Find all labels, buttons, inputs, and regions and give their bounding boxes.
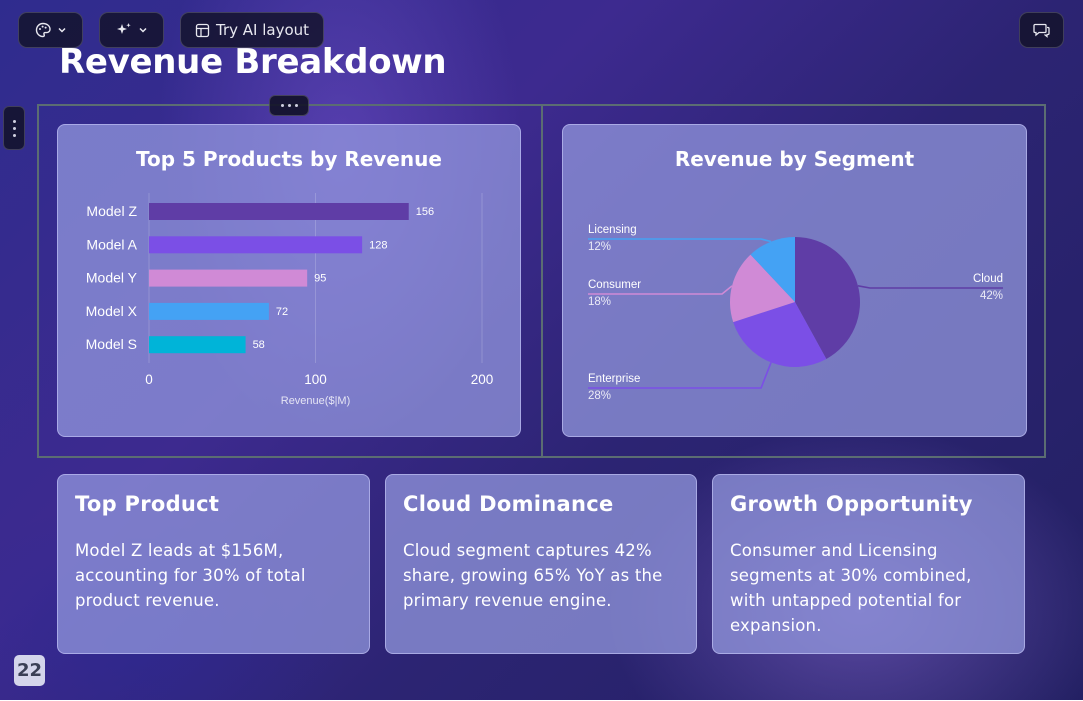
chevron-down-icon — [57, 25, 67, 35]
insight-title: Cloud Dominance — [403, 492, 614, 516]
x-axis-label: Revenue($|M) — [281, 395, 351, 407]
insight-card-growth-opportunity[interactable]: Growth Opportunity Consumer and Licensin… — [712, 474, 1025, 654]
insight-body: Model Z leads at $156M, accounting for 3… — [75, 541, 306, 610]
insight-body: Cloud segment captures 42% share, growin… — [403, 541, 663, 610]
slice-label: Cloud — [973, 273, 1003, 285]
insight-title: Top Product — [75, 492, 220, 516]
bar-chart-title: Top 5 Products by Revenue — [136, 147, 442, 171]
bar-chart-card[interactable]: Top 5 Products by Revenue 0 100 200 Model Z… — [57, 124, 521, 437]
category-label: Model S — [86, 336, 137, 352]
comment-icon — [1033, 22, 1050, 38]
leader-line — [857, 285, 1003, 289]
sparkle-icon — [116, 22, 132, 38]
bar-model-s — [149, 336, 246, 354]
try-ai-layout-label: Try AI layout — [215, 21, 310, 39]
category-label: Model Y — [86, 270, 138, 286]
value-label: 128 — [369, 239, 387, 251]
slice-percent-label: 28% — [588, 390, 611, 402]
palette-icon — [35, 22, 51, 38]
slice-label: Enterprise — [588, 373, 640, 385]
leader-line — [588, 285, 733, 295]
slice-label: Consumer — [588, 279, 641, 291]
slice-label: Licensing — [588, 224, 637, 236]
value-label: 58 — [253, 339, 265, 351]
slice-percent-label: 42% — [980, 290, 1003, 302]
ai-tools-dropdown-button[interactable] — [99, 12, 164, 48]
pie-chart-title: Revenue by Segment — [674, 147, 915, 171]
x-tick-label: 0 — [145, 372, 153, 387]
bar-model-z — [149, 203, 409, 220]
layout-icon — [195, 23, 210, 38]
block-drag-handle[interactable] — [269, 95, 309, 116]
insight-title: Growth Opportunity — [730, 492, 973, 516]
comments-button[interactable] — [1019, 12, 1064, 48]
bar-model-y — [149, 269, 308, 287]
slide-title[interactable]: Revenue Breakdown — [59, 42, 447, 82]
page-number-badge: 22 — [14, 655, 45, 686]
pie-slice-consumer — [730, 254, 795, 323]
insight-card-top-product[interactable]: Top Product Model Z leads at $156M, acco… — [57, 474, 370, 654]
pie-chart: Cloud 42% Enterprise 28% Consumer 18% Licensin… — [588, 224, 1003, 402]
slice-percent-label: 18% — [588, 296, 611, 308]
pie-slice-cloud — [795, 237, 860, 359]
value-label: 156 — [416, 206, 434, 218]
bar-chart: 0 100 200 Model Z 156 Model A 128 Model Y 95 Mode… — [86, 193, 494, 407]
x-tick-label: 200 — [471, 372, 494, 387]
category-label: Model X — [86, 303, 138, 319]
slice-percent-label: 12% — [588, 241, 611, 253]
bar-model-x — [149, 302, 269, 320]
pie-slice-licensing — [750, 237, 795, 302]
pie-slice-enterprise — [733, 302, 827, 367]
theme-dropdown-button[interactable] — [18, 12, 83, 48]
slide-drag-handle[interactable] — [3, 106, 25, 150]
leader-line — [588, 362, 772, 389]
chevron-down-icon — [138, 25, 148, 35]
value-label: 72 — [276, 306, 288, 318]
insight-body: Consumer and Licensing segments at 30% c… — [730, 541, 972, 635]
leader-line — [588, 238, 772, 243]
category-label: Model A — [86, 236, 137, 252]
bar-model-a — [149, 236, 363, 254]
column-divider[interactable] — [541, 104, 543, 458]
pie-chart-card[interactable]: Revenue by Segment Cloud 42% Enterprise 28%… — [562, 124, 1027, 437]
insight-card-cloud-dominance[interactable]: Cloud Dominance Cloud segment captures 4… — [385, 474, 697, 654]
category-label: Model Z — [86, 203, 137, 219]
value-label: 95 — [314, 273, 326, 285]
x-tick-label: 100 — [304, 372, 327, 387]
try-ai-layout-button[interactable]: Try AI layout — [180, 12, 324, 48]
